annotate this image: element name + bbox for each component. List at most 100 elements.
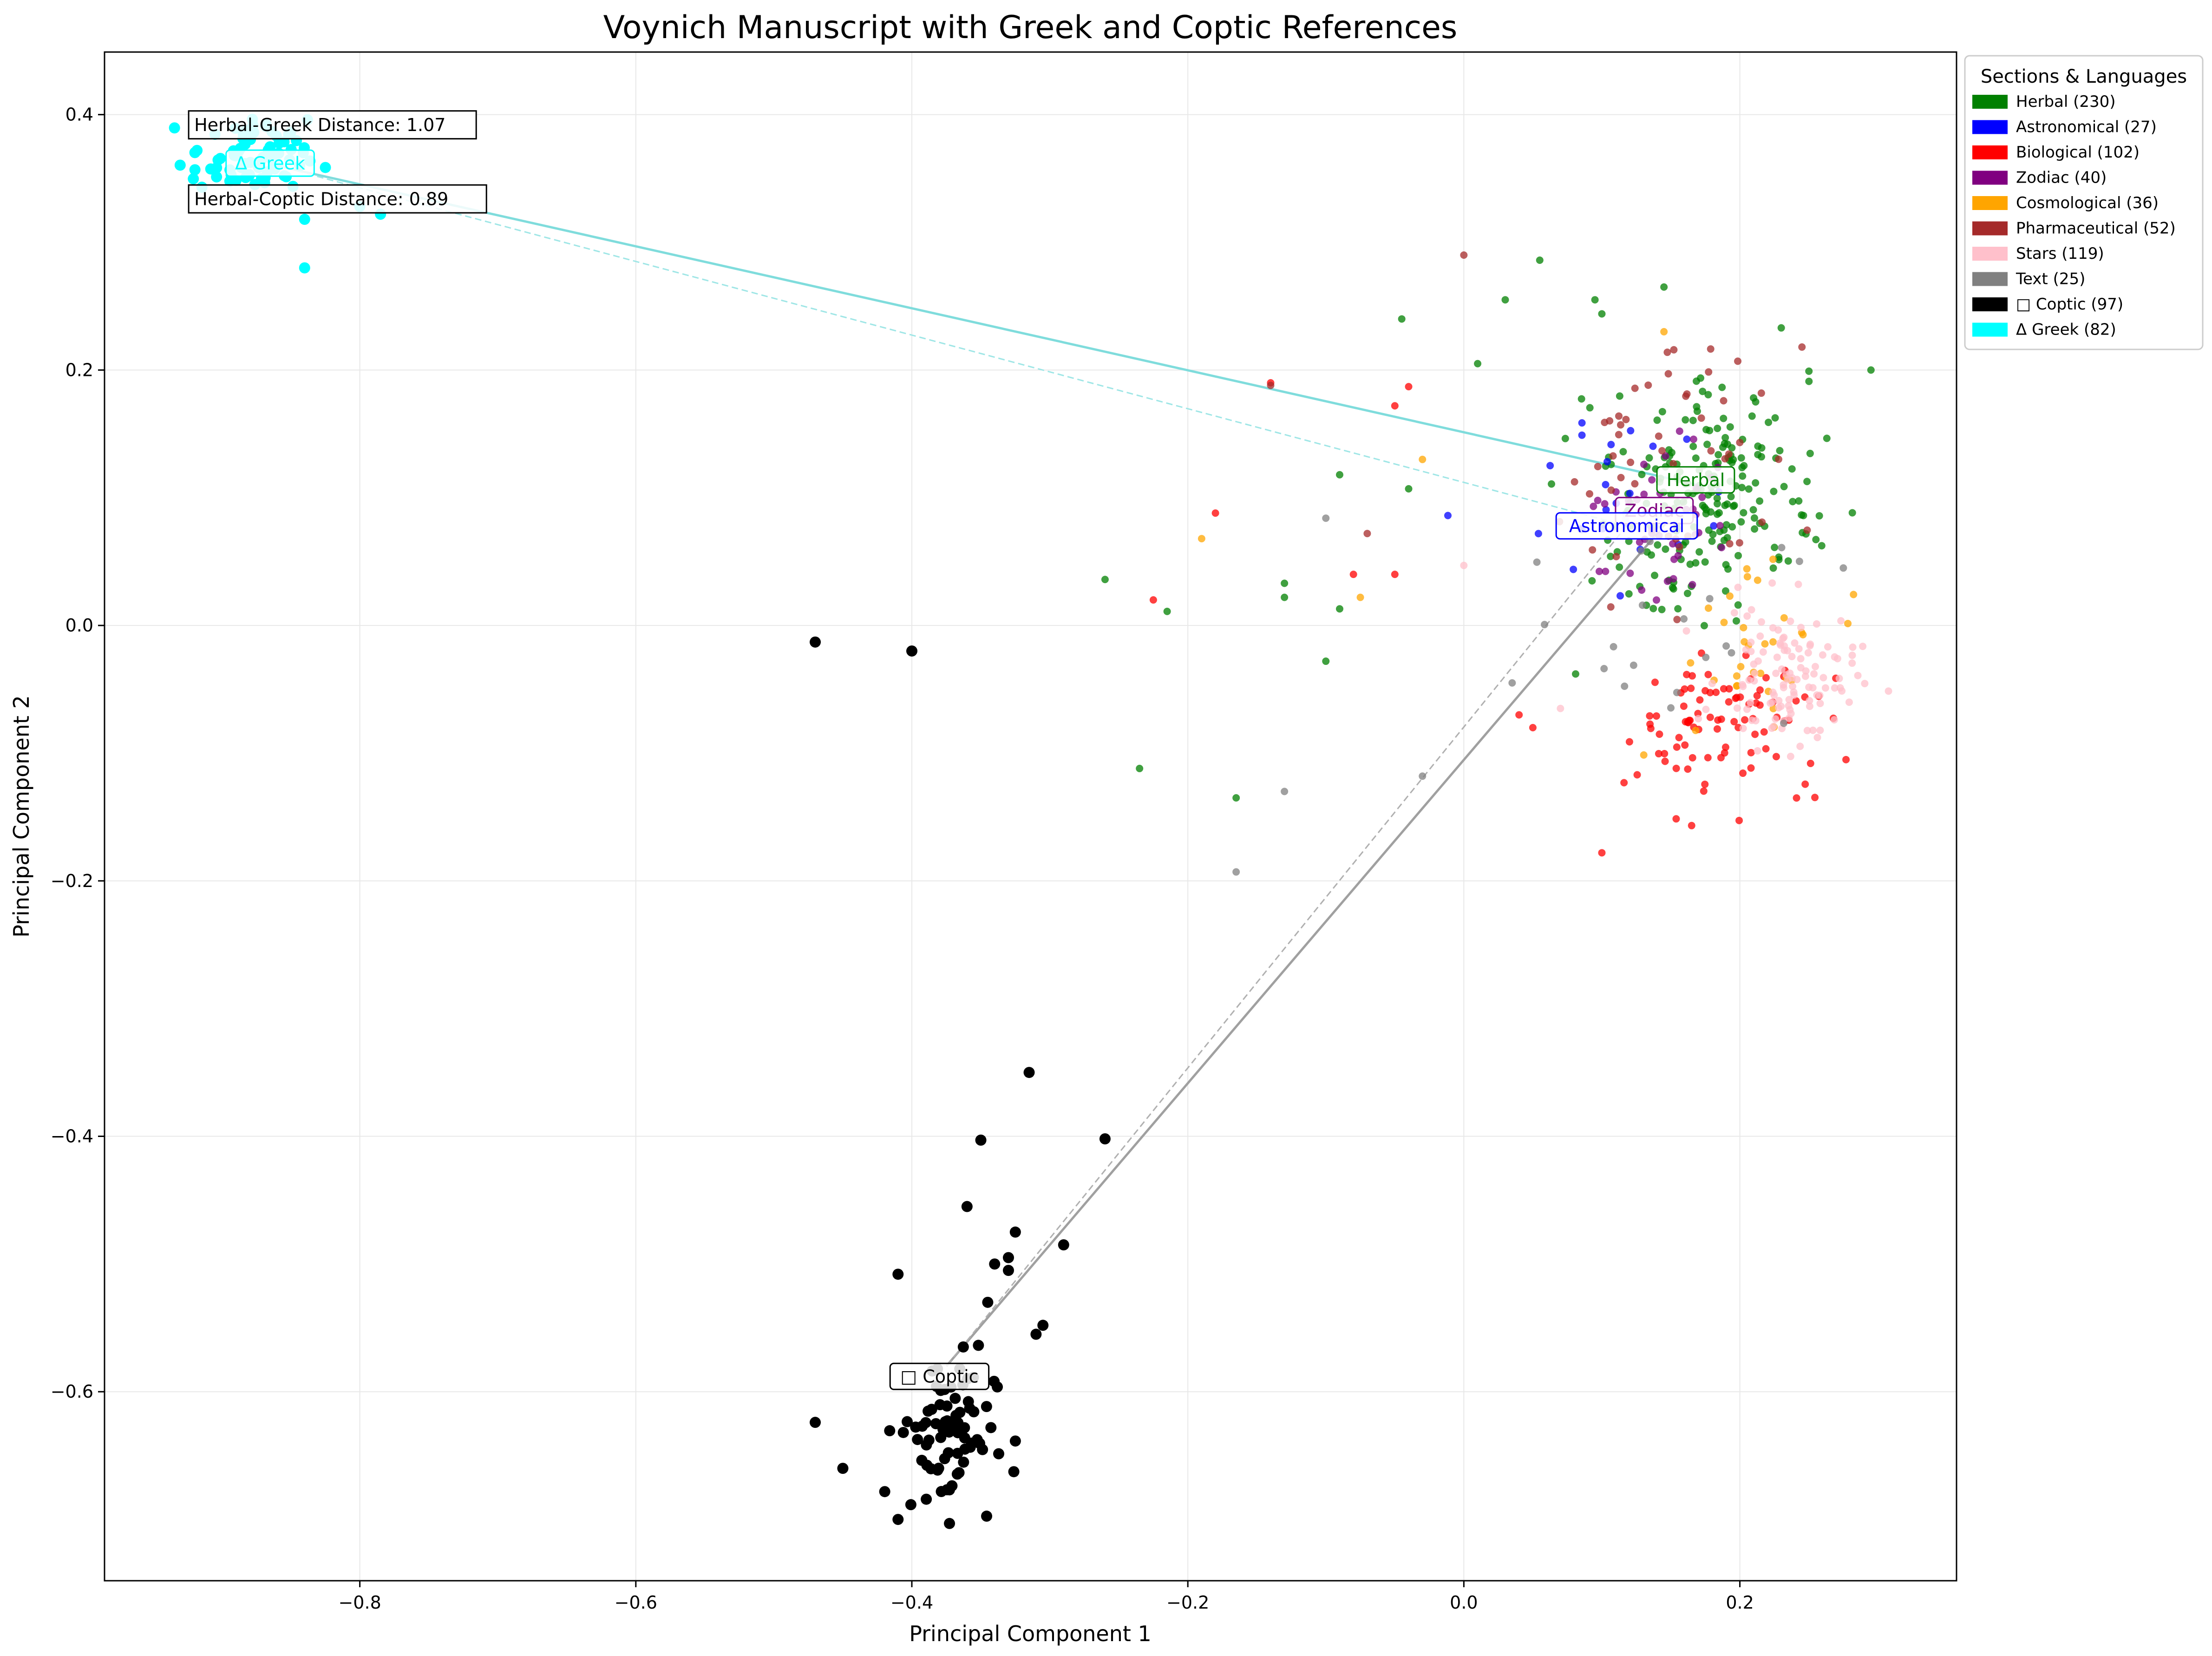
point-pharmaceutical (1670, 346, 1678, 354)
point-pharmaceutical (1658, 447, 1666, 455)
point-coptic (961, 1201, 973, 1212)
link-herbal-coptic (945, 484, 1700, 1367)
link-astronomical-greek (276, 165, 1627, 527)
point-biological (1762, 674, 1770, 682)
point-herbal (1658, 407, 1666, 415)
point-stars (1790, 688, 1798, 696)
point-stars (1783, 647, 1791, 655)
point-biological (1760, 728, 1768, 736)
point-herbal (1692, 454, 1700, 462)
point-coptic (1009, 1435, 1021, 1447)
point-herbal (1701, 558, 1709, 566)
point-zodiac (1675, 427, 1683, 435)
cluster-label: □ Coptic (889, 1362, 990, 1390)
point-herbal (1812, 536, 1820, 544)
point-coptic (1030, 1328, 1042, 1340)
point-pharmaceutical (1615, 431, 1623, 439)
point-biological (1684, 765, 1692, 773)
cluster-label-box (225, 149, 315, 177)
legend-swatch (1972, 322, 2008, 337)
point-pharmaceutical (1726, 540, 1734, 548)
point-zodiac (1669, 575, 1677, 583)
point-herbal (1771, 414, 1779, 422)
point-text (1778, 544, 1786, 552)
point-text (1646, 538, 1654, 545)
point-herbal (1616, 392, 1623, 400)
point-biological (1655, 750, 1662, 758)
point-herbal (1724, 565, 1732, 573)
point-herbal (1335, 471, 1343, 479)
x-tick-label: −0.4 (890, 1592, 933, 1613)
point-biological (1620, 779, 1628, 787)
point-coptic (974, 1438, 986, 1449)
point-herbal (1232, 794, 1240, 802)
point-greek (188, 173, 199, 184)
point-astronomical (1578, 419, 1586, 427)
point-herbal (1619, 448, 1627, 456)
legend-swatch (1972, 221, 2008, 236)
point-biological (1646, 712, 1654, 720)
point-herbal (1818, 542, 1826, 550)
point-astronomical (1546, 462, 1554, 470)
point-biological (1842, 756, 1850, 763)
point-stars (1830, 716, 1838, 724)
point-stars (1777, 703, 1785, 710)
point-stars (1773, 653, 1781, 661)
point-pharmaceutical (1664, 370, 1672, 378)
point-zodiac (1602, 567, 1610, 575)
point-herbal (1732, 617, 1740, 625)
point-stars (1813, 734, 1821, 742)
point-greek (174, 159, 186, 171)
point-herbal (1723, 500, 1731, 508)
point-stars (1754, 657, 1762, 665)
point-herbal (1598, 310, 1606, 318)
point-coptic (957, 1341, 969, 1353)
point-text (1839, 564, 1847, 572)
point-astronomical (1444, 512, 1452, 519)
point-cosmological (1733, 682, 1741, 690)
point-coptic (989, 1258, 1001, 1270)
point-pharmaceutical (1707, 447, 1715, 455)
point-biological (1704, 670, 1712, 678)
point-pharmaceutical (1673, 616, 1681, 624)
point-stars (1778, 665, 1786, 673)
point-herbal (1737, 454, 1745, 462)
point-herbal (1805, 377, 1813, 385)
point-herbal (1729, 502, 1737, 510)
point-coptic (1009, 1226, 1021, 1238)
point-greek (299, 262, 310, 274)
point-coptic (810, 636, 821, 648)
point-stars (1788, 653, 1796, 661)
point-herbal (1702, 426, 1710, 434)
point-herbal (1405, 485, 1413, 493)
point-coptic (810, 1417, 821, 1428)
point-astronomical (1626, 489, 1634, 497)
point-stars (1780, 683, 1787, 691)
point-stars (1796, 743, 1804, 750)
annotation-box (188, 184, 487, 214)
point-zodiac (1640, 460, 1648, 468)
point-stars (1750, 677, 1758, 685)
point-herbal (1662, 545, 1669, 553)
point-biological (1405, 383, 1413, 391)
point-herbal (1738, 484, 1746, 492)
point-greek (211, 171, 223, 183)
chart-title: Voynich Manuscript with Greek and Coptic… (603, 9, 1458, 46)
point-biological (1811, 794, 1819, 802)
x-axis-label: Principal Component 1 (909, 1621, 1152, 1646)
point-pharmaceutical (1363, 530, 1371, 538)
x-tick-label: −0.2 (1166, 1592, 1209, 1613)
y-tick-label: 0.2 (65, 360, 93, 380)
point-herbal (1682, 416, 1689, 424)
point-text (1637, 547, 1645, 555)
point-herbal (1322, 657, 1330, 665)
point-coptic (916, 1454, 928, 1466)
point-herbal (1682, 538, 1689, 546)
point-greek (299, 214, 310, 225)
point-herbal (1770, 487, 1778, 495)
point-stars (1757, 618, 1765, 626)
point-astronomical (1578, 431, 1586, 439)
point-herbal (1683, 590, 1691, 598)
point-cosmological (1687, 659, 1695, 667)
point-pharmaceutical (1594, 463, 1602, 471)
